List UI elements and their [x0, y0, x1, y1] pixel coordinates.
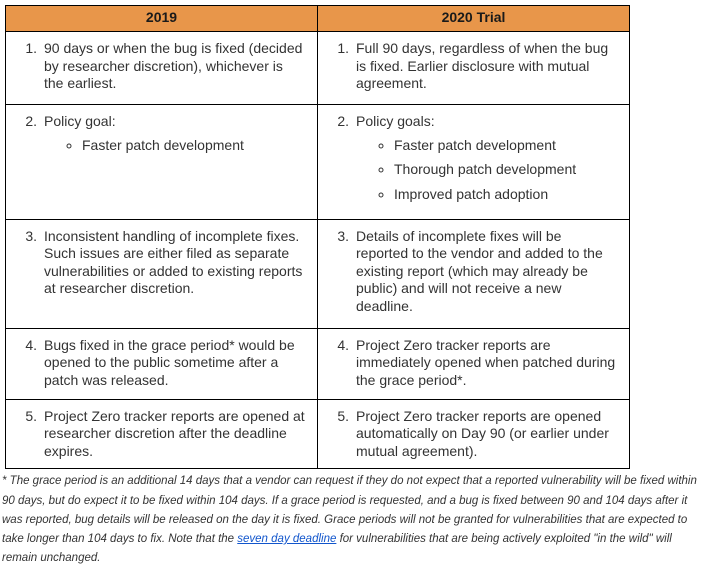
list-number: 2. — [337, 113, 349, 129]
column-header-2020-trial: 2020 Trial — [317, 5, 630, 32]
column-header-2019: 2019 — [5, 5, 318, 32]
cell-text: Policy goal: — [44, 113, 116, 129]
bullet-item: Faster patch development — [394, 137, 617, 155]
cell-2019-report-opening: 5. Project Zero tracker reports are open… — [5, 398, 318, 470]
list-number: 5. — [337, 407, 349, 424]
cell-text: Full 90 days, regardless of when the bug… — [356, 40, 609, 92]
list-number: 2. — [25, 113, 37, 129]
header-row: 2019 2020 Trial — [5, 5, 630, 32]
comparison-table: 2019 2020 Trial 1. 90 days or when the b… — [5, 5, 630, 470]
cell-2019-grace-period: 4. Bugs fixed in the grace period* would… — [5, 327, 318, 400]
cell-2020-report-opening: 5. Project Zero tracker reports are open… — [317, 398, 630, 470]
table-row: 5. Project Zero tracker reports are open… — [5, 398, 630, 470]
grace-period-footnote: * The grace period is an additional 14 d… — [2, 472, 710, 568]
cell-2020-incomplete-fixes: 3. Details of incomplete fixes will be r… — [317, 218, 630, 329]
cell-text: Bugs fixed in the grace period* would be… — [44, 336, 295, 388]
table-row: 4. Bugs fixed in the grace period* would… — [5, 327, 630, 400]
table-row: 1. 90 days or when the bug is fixed (dec… — [5, 31, 630, 105]
table-row: 3. Inconsistent handling of incomplete f… — [5, 218, 630, 329]
bullet-item: Faster patch development — [82, 137, 305, 155]
list-number: 5. — [25, 407, 37, 424]
list-number: 1. — [25, 40, 37, 56]
list-number: 3. — [337, 227, 349, 244]
list-number: 1. — [337, 40, 349, 56]
cell-text: Project Zero tracker reports are opened … — [44, 407, 305, 459]
bullet-item: Improved patch adoption — [394, 186, 617, 204]
cell-text: Project Zero tracker reports are immedia… — [356, 336, 616, 388]
cell-text: Details of incomplete fixes will be repo… — [356, 227, 603, 315]
cell-2020-policy-goals: 2. Policy goals: Faster patch developmen… — [317, 104, 630, 220]
cell-2020-grace-period: 4. Project Zero tracker reports are imme… — [317, 327, 630, 400]
table-row: 2. Policy goal: Faster patch development… — [5, 104, 630, 220]
cell-2019-policy-goal: 2. Policy goal: Faster patch development — [5, 104, 318, 220]
bullet-item: Thorough patch development — [394, 161, 617, 179]
bullet-list: Faster patch development Thorough patch … — [356, 137, 617, 204]
cell-text: 90 days or when the bug is fixed (decide… — [44, 40, 303, 92]
bullet-list: Faster patch development — [44, 137, 305, 155]
list-number: 4. — [337, 336, 349, 353]
cell-text: Inconsistent handling of incomplete fixe… — [44, 227, 303, 297]
cell-text: Policy goals: — [356, 113, 435, 129]
cell-2019-incomplete-fixes: 3. Inconsistent handling of incomplete f… — [5, 218, 318, 329]
list-number: 3. — [25, 227, 37, 244]
seven-day-deadline-link[interactable]: seven day deadline — [237, 532, 337, 545]
cell-2019-deadline: 1. 90 days or when the bug is fixed (dec… — [5, 31, 318, 105]
list-number: 4. — [25, 336, 37, 353]
cell-2020-deadline: 1. Full 90 days, regardless of when the … — [317, 31, 630, 105]
cell-text: Project Zero tracker reports are opened … — [356, 407, 609, 459]
